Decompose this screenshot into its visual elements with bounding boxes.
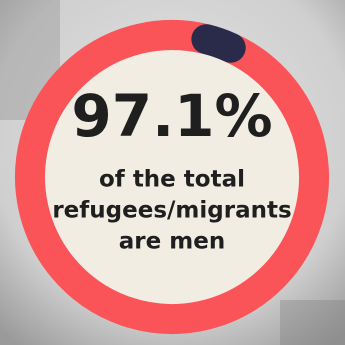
caption-line: refugees/migrants xyxy=(52,198,291,224)
background-texture xyxy=(280,300,345,345)
donut-center xyxy=(44,49,300,305)
segment xyxy=(191,24,246,63)
caption-line: are men xyxy=(119,229,225,255)
caption: of the total refugees/migrants are men xyxy=(52,167,291,255)
caption-line: of the total xyxy=(99,167,245,193)
ring xyxy=(15,20,329,334)
percent-label: 97.1% xyxy=(71,82,272,150)
segment xyxy=(15,20,329,334)
